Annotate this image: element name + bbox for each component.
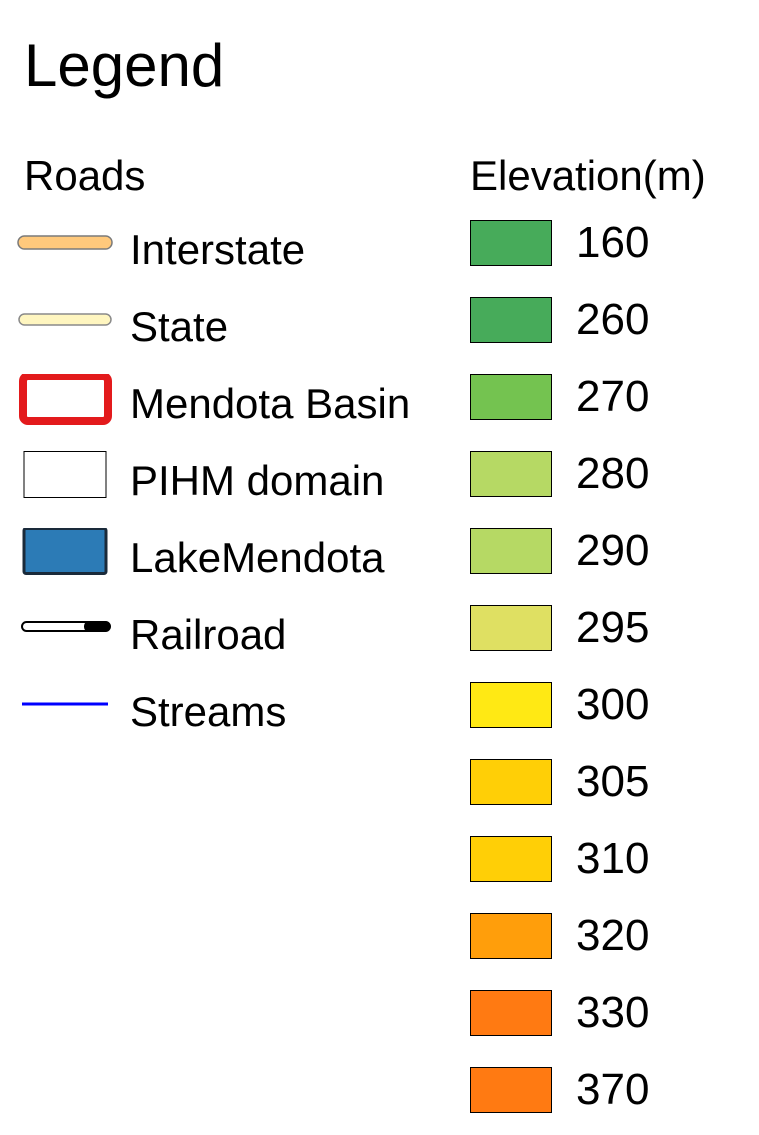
legend-title: Legend: [24, 32, 225, 99]
elevation-item: 320: [468, 911, 758, 973]
elevation-swatch: [470, 759, 552, 805]
elevation-item: 300: [468, 680, 758, 742]
legend-item-mendota-basin: Mendota Basin: [0, 374, 460, 434]
legend-item-state: State: [0, 297, 460, 357]
elevation-swatch: [470, 682, 552, 728]
elevation-item: 310: [468, 834, 758, 896]
elevation-swatch: [470, 836, 552, 882]
legend-item-lakemendota: LakeMendota: [0, 528, 460, 588]
elevation-label: 300: [576, 680, 650, 729]
elevation-item: 290: [468, 526, 758, 588]
legend-item-label: Streams: [130, 688, 287, 735]
elevation-swatch: [470, 297, 552, 343]
elevation-label: 290: [576, 526, 650, 575]
elevation-swatch: [470, 605, 552, 651]
elevation-label: 295: [576, 603, 650, 652]
interstate-line-icon: [17, 235, 113, 250]
domain-outline-icon: [23, 451, 107, 498]
elevation-swatch: [470, 990, 552, 1036]
roads-heading: Roads: [24, 152, 146, 199]
elevation-label: 310: [576, 834, 650, 883]
elevation-label: 260: [576, 295, 650, 344]
elevation-item: 370: [468, 1065, 758, 1127]
elevation-item: 160: [468, 218, 758, 280]
elevation-item: 305: [468, 757, 758, 819]
elevation-item: 280: [468, 449, 758, 511]
legend-item-label: State: [130, 303, 229, 350]
elevation-label: 370: [576, 1065, 650, 1114]
elevation-heading: Elevation(m): [470, 152, 706, 199]
elevation-label: 280: [576, 449, 650, 498]
railroad-line-icon: [21, 621, 111, 632]
legend-item-interstate: Interstate: [0, 220, 460, 280]
legend-item-label: LakeMendota: [130, 534, 385, 581]
stream-line-icon: [22, 702, 108, 706]
elevation-item: 330: [468, 988, 758, 1050]
state-line-icon: [18, 313, 112, 326]
elevation-item: 260: [468, 295, 758, 357]
elevation-swatch: [470, 528, 552, 574]
elevation-swatch: [470, 220, 552, 266]
elevation-label: 270: [576, 372, 650, 421]
elevation-item: 270: [468, 372, 758, 434]
elevation-item: 295: [468, 603, 758, 665]
legend-item-railroad: Railroad: [0, 605, 460, 665]
legend-item-streams: Streams: [0, 682, 460, 742]
legend-item-label: Railroad: [130, 611, 287, 658]
elevation-label: 330: [576, 988, 650, 1037]
elevation-swatch: [470, 1067, 552, 1113]
basin-outline-icon: [19, 374, 112, 425]
elevation-swatch: [470, 451, 552, 497]
elevation-label: 320: [576, 911, 650, 960]
legend-item-pihm-domain: PIHM domain: [0, 451, 460, 511]
elevation-label: 305: [576, 757, 650, 806]
elevation-label: 160: [576, 218, 650, 267]
lake-fill-icon: [22, 528, 108, 575]
elevation-swatch: [470, 374, 552, 420]
elevation-swatch: [470, 913, 552, 959]
legend-item-label: Mendota Basin: [130, 380, 411, 427]
legend-item-label: Interstate: [130, 226, 306, 273]
legend-item-label: PIHM domain: [130, 457, 385, 504]
